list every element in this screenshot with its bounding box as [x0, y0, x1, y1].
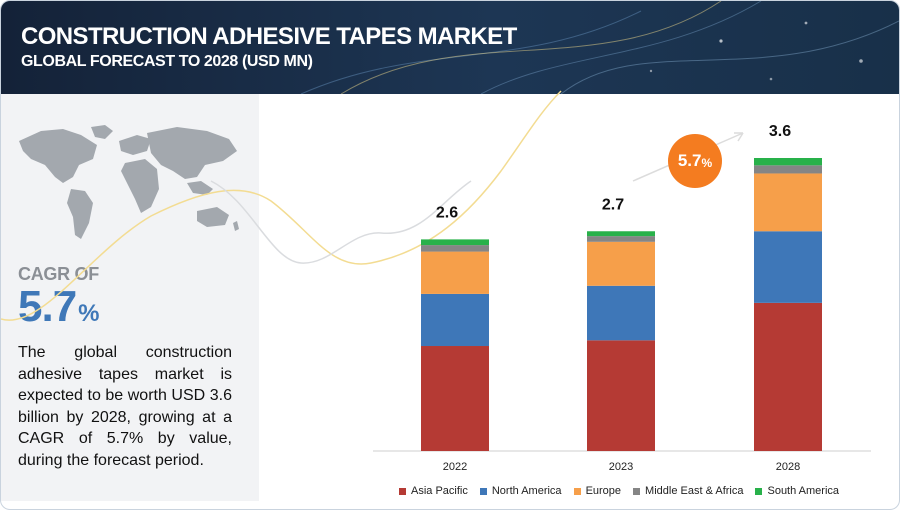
- bar-group: [421, 158, 822, 451]
- bar-2028-series-3: [754, 165, 822, 174]
- page-title: CONSTRUCTION ADHESIVE TAPES MARKET: [21, 23, 517, 50]
- x-tick-label: 2023: [609, 461, 633, 473]
- legend-label: Middle East & Africa: [645, 485, 744, 497]
- growth-number: 5.7: [677, 151, 702, 170]
- legend-label: North America: [491, 485, 562, 497]
- legend-label: Asia Pacific: [411, 485, 468, 497]
- growth-bubble: 5.7%: [668, 134, 722, 188]
- total-label: 2.7: [602, 196, 624, 213]
- legend-item: North America: [479, 485, 562, 497]
- growth-unit: %: [701, 156, 713, 170]
- chart-legend: Asia Pacific North America Europe Middle Ea…: [399, 485, 839, 497]
- legend-swatch: [479, 487, 487, 495]
- legend-item: Asia Pacific: [399, 485, 468, 497]
- cagr-unit: %: [78, 300, 99, 327]
- bar-2022-series-3: [421, 245, 489, 252]
- bar-2022-series-4: [421, 239, 489, 246]
- x-tick-group: 2022 2023 2028: [443, 461, 800, 473]
- bar-2028-series-2: [754, 173, 822, 232]
- legend-swatch: [755, 487, 763, 495]
- total-label: 3.6: [769, 123, 791, 140]
- legend-label: South America: [767, 485, 840, 497]
- bar-2023-series-2: [587, 241, 655, 286]
- bar-2023-series-4: [587, 231, 655, 237]
- bar-2023-series-3: [587, 236, 655, 242]
- world-map-icon: [19, 125, 239, 239]
- legend-label: Europe: [585, 485, 622, 497]
- bar-2028-series-4: [754, 158, 822, 166]
- x-tick-label: 2028: [776, 461, 800, 473]
- left-panel: CAGR OF 5.7% The global construction adh…: [1, 94, 259, 501]
- header-decoration: [300, 1, 899, 94]
- growth-arrow-head-icon: [734, 132, 744, 142]
- total-label: 2.6: [436, 204, 458, 221]
- x-tick-label: 2022: [443, 461, 467, 473]
- cagr-value: 5.7%: [18, 282, 100, 338]
- legend-item: Europe: [573, 485, 622, 497]
- cagr-label: CAGR OF: [18, 264, 99, 284]
- page-subtitle: GLOBAL FORECAST TO 2028 (USD MN): [21, 53, 313, 70]
- decorative-gold-curve: [1, 90, 562, 321]
- total-label-group: 2.6 2.7 3.6: [436, 123, 791, 221]
- legend-swatch: [573, 487, 581, 495]
- bar-2028-series-0: [754, 302, 822, 451]
- legend-item: South America: [755, 485, 839, 497]
- decorative-gray-curve: [210, 180, 472, 264]
- bar-2022-series-2: [421, 251, 489, 294]
- legend-swatch: [633, 487, 641, 495]
- legend-item: Middle East & Africa: [633, 485, 743, 497]
- market-description: The global construction adhesive tapes m…: [18, 344, 232, 469]
- bar-2022-series-0: [421, 346, 489, 451]
- bar-2022-series-1: [421, 293, 489, 347]
- bar-2028-series-1: [754, 231, 822, 303]
- cagr-number: 5.7: [18, 282, 77, 331]
- bar-2023-series-0: [587, 340, 655, 451]
- legend-swatch: [399, 487, 406, 495]
- bar-2023-series-1: [587, 285, 655, 341]
- header-banner: CONSTRUCTION ADHESIVE TAPES MARKET GLOBA…: [1, 1, 899, 94]
